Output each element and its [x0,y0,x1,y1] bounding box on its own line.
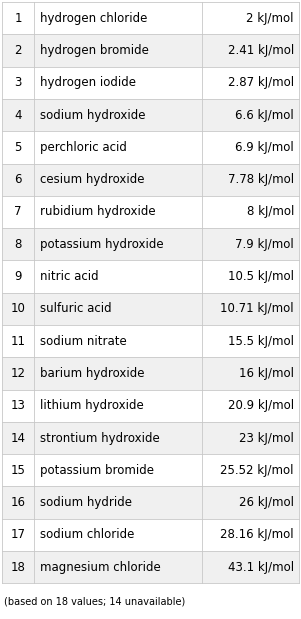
Bar [2,454,299,487]
Text: 6.6 kJ/mol: 6.6 kJ/mol [235,108,294,121]
Text: 6: 6 [14,173,22,186]
Text: 16: 16 [11,496,26,509]
Bar [2,196,299,228]
Text: 2: 2 [14,44,22,57]
Text: 3: 3 [14,76,22,89]
Text: rubidium hydroxide: rubidium hydroxide [40,206,156,219]
Text: 23 kJ/mol: 23 kJ/mol [239,431,294,444]
Text: 2.41 kJ/mol: 2.41 kJ/mol [228,44,294,57]
Text: nitric acid: nitric acid [40,270,99,283]
Text: 10.5 kJ/mol: 10.5 kJ/mol [228,270,294,283]
Bar [2,99,299,131]
Text: barium hydroxide: barium hydroxide [40,367,144,380]
Bar [2,261,299,293]
Bar [2,519,299,551]
Text: 18: 18 [11,561,26,574]
Bar [2,293,299,325]
Text: sodium hydroxide: sodium hydroxide [40,108,145,121]
Text: perchloric acid: perchloric acid [40,141,127,154]
Text: 43.1 kJ/mol: 43.1 kJ/mol [228,561,294,574]
Bar [2,325,299,357]
Bar [2,131,299,163]
Text: 11: 11 [11,335,26,348]
Text: 15.5 kJ/mol: 15.5 kJ/mol [228,335,294,348]
Text: 7: 7 [14,206,22,219]
Bar [2,389,299,422]
Text: 5: 5 [14,141,22,154]
Text: sulfuric acid: sulfuric acid [40,302,112,315]
Bar [2,357,299,389]
Text: 12: 12 [11,367,26,380]
Text: 26 kJ/mol: 26 kJ/mol [239,496,294,509]
Text: (based on 18 values; 14 unavailable): (based on 18 values; 14 unavailable) [4,596,185,606]
Text: hydrogen iodide: hydrogen iodide [40,76,136,89]
Bar [2,67,299,99]
Text: 10.71 kJ/mol: 10.71 kJ/mol [220,302,294,315]
Text: lithium hydroxide: lithium hydroxide [40,399,144,412]
Bar [2,163,299,196]
Text: 28.16 kJ/mol: 28.16 kJ/mol [220,529,294,542]
Text: magnesium chloride: magnesium chloride [40,561,161,574]
Text: 7.9 kJ/mol: 7.9 kJ/mol [235,238,294,251]
Bar [2,34,299,67]
Text: sodium nitrate: sodium nitrate [40,335,127,348]
Text: hydrogen chloride: hydrogen chloride [40,12,147,25]
Text: potassium bromide: potassium bromide [40,464,154,477]
Bar [2,551,299,583]
Text: sodium chloride: sodium chloride [40,529,134,542]
Text: 16 kJ/mol: 16 kJ/mol [239,367,294,380]
Text: 6.9 kJ/mol: 6.9 kJ/mol [235,141,294,154]
Text: 10: 10 [11,302,26,315]
Text: strontium hydroxide: strontium hydroxide [40,431,160,444]
Text: 15: 15 [11,464,26,477]
Text: 2.87 kJ/mol: 2.87 kJ/mol [228,76,294,89]
Bar [2,228,299,261]
Text: 7.78 kJ/mol: 7.78 kJ/mol [228,173,294,186]
Text: 14: 14 [11,431,26,444]
Bar [2,487,299,519]
Bar [2,422,299,454]
Text: 8: 8 [14,238,22,251]
Text: 8 kJ/mol: 8 kJ/mol [247,206,294,219]
Text: 1: 1 [14,12,22,25]
Text: 4: 4 [14,108,22,121]
Text: 20.9 kJ/mol: 20.9 kJ/mol [228,399,294,412]
Text: hydrogen bromide: hydrogen bromide [40,44,149,57]
Text: 17: 17 [11,529,26,542]
Bar [2,2,299,34]
Text: 9: 9 [14,270,22,283]
Text: 2 kJ/mol: 2 kJ/mol [247,12,294,25]
Text: cesium hydroxide: cesium hydroxide [40,173,144,186]
Text: potassium hydroxide: potassium hydroxide [40,238,164,251]
Text: 25.52 kJ/mol: 25.52 kJ/mol [221,464,294,477]
Text: sodium hydride: sodium hydride [40,496,132,509]
Text: 13: 13 [11,399,26,412]
